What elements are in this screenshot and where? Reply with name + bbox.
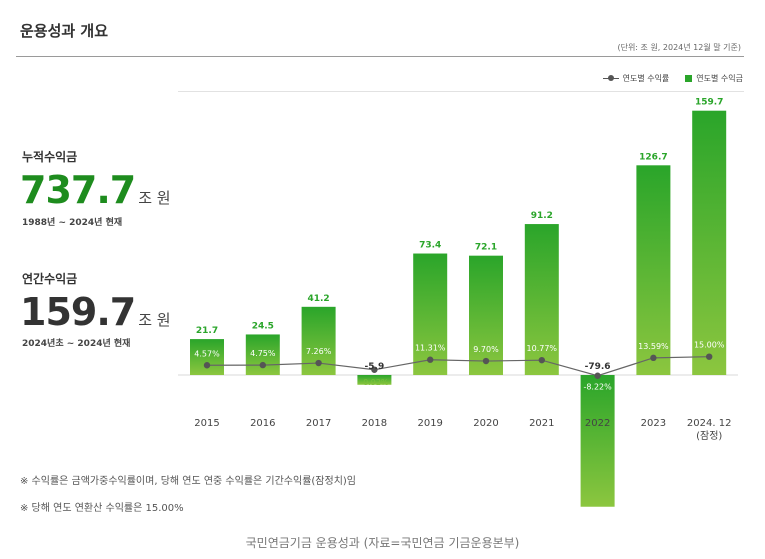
bar-value-label: 21.7 (196, 326, 218, 336)
chart-top-rule (178, 91, 744, 92)
return-rate-label: 4.75% (250, 349, 276, 358)
bar-value-label: 72.1 (475, 243, 497, 253)
cumulative-profit-period: 1988년 ~ 2024년 현재 (22, 218, 123, 228)
return-rate-label: 7.26% (306, 347, 332, 356)
return-rate-label: 13.59% (638, 342, 669, 351)
return-rate-label: -8.22% (583, 383, 612, 392)
chart-legend: 연도별 수익률 연도별 수익금 (602, 73, 743, 84)
return-rate-label: 9.70% (473, 345, 499, 354)
figure-caption: 국민연금기금 운용성과 (자료=국민연금 기금운용본부) (245, 536, 520, 550)
annual-profit-value: 159.7 조 원 (20, 290, 171, 334)
return-rate-point (706, 353, 713, 360)
cumulative-profit-number: 737.7 (20, 168, 136, 212)
return-rate-point (594, 372, 601, 379)
return-rate-label: 4.57% (194, 349, 220, 358)
return-rate-point (259, 361, 266, 369)
return-rate-point (203, 362, 211, 369)
return-rate-line (206, 356, 710, 377)
x-tick-label: 2015 (194, 418, 219, 429)
annual-profit-label: 연간수익금 (22, 272, 78, 286)
cumulative-profit-label: 누적수익금 (22, 150, 78, 164)
return-rate-label: 11.31% (415, 344, 446, 353)
return-rate-point (371, 366, 378, 373)
x-tick-label: 2019 (417, 418, 442, 429)
return-rate-point (482, 357, 490, 365)
bar-value-label: -79.6 (585, 362, 611, 372)
x-tick-label: 2020 (473, 418, 498, 429)
x-tick-label: 2021 (529, 418, 554, 429)
x-tick-sublabel: (잠정) (696, 430, 722, 442)
footnote-return-method: ※ 수익률은 금액가중수익률이며, 당해 연도 연중 수익률은 기간수익률(잠정… (20, 476, 357, 487)
x-tick-label: 2024. 12 (687, 418, 732, 429)
bar-legend-icon (685, 75, 693, 82)
return-rate-label: -0.92% (360, 378, 389, 387)
bar-202412 (692, 110, 727, 375)
x-tick-label: 2023 (641, 418, 666, 429)
page-title: 운용성과 개요 (20, 22, 109, 40)
return-rate-point (427, 356, 434, 363)
return-rate-label: 15.00% (694, 341, 725, 350)
bar-value-label: 24.5 (252, 321, 274, 331)
bar-2022 (580, 375, 615, 507)
return-rate-point (315, 359, 322, 367)
bar-2021 (524, 224, 559, 375)
return-rate-label: 10.77% (527, 344, 558, 353)
bar-2023 (636, 165, 671, 375)
bar-legend-label: 연도별 수익금 (696, 74, 743, 83)
bar-value-label: -5.9 (365, 362, 385, 372)
bar-value-label: 159.7 (695, 98, 723, 108)
bar-2015 (190, 339, 224, 375)
unit-note: (단위: 조 원, 2024년 12월 말 기준) (617, 43, 741, 52)
x-tick-label: 2022 (585, 418, 610, 429)
cumulative-profit-value: 737.7 조 원 (20, 168, 171, 212)
x-tick-label: 2017 (306, 418, 331, 429)
bar-value-label: 73.4 (419, 241, 441, 251)
bar-value-label: 41.2 (307, 294, 329, 304)
bar-2020 (469, 255, 503, 375)
bar-value-label: 126.7 (639, 152, 667, 162)
bar-value-label: 91.2 (531, 211, 553, 221)
cumulative-profit-unit: 조 원 (138, 189, 171, 207)
annual-profit-number: 159.7 (20, 290, 136, 334)
line-legend-label: 연도별 수익률 (622, 74, 670, 83)
header-divider (16, 56, 744, 57)
return-rate-point (538, 356, 545, 364)
x-tick-label: 2018 (362, 418, 387, 429)
return-rate-point (650, 354, 657, 362)
bar-2019 (413, 253, 448, 375)
bar-2018 (357, 375, 392, 385)
annual-profit-unit: 조 원 (138, 311, 171, 329)
annual-profit-period: 2024년초 ~ 2024년 현재 (22, 339, 131, 349)
footnote-annualized: ※ 당해 연도 연환산 수익률은 15.00% (20, 503, 184, 514)
x-tick-label: 2016 (250, 418, 275, 429)
line-legend-icon (602, 75, 619, 81)
